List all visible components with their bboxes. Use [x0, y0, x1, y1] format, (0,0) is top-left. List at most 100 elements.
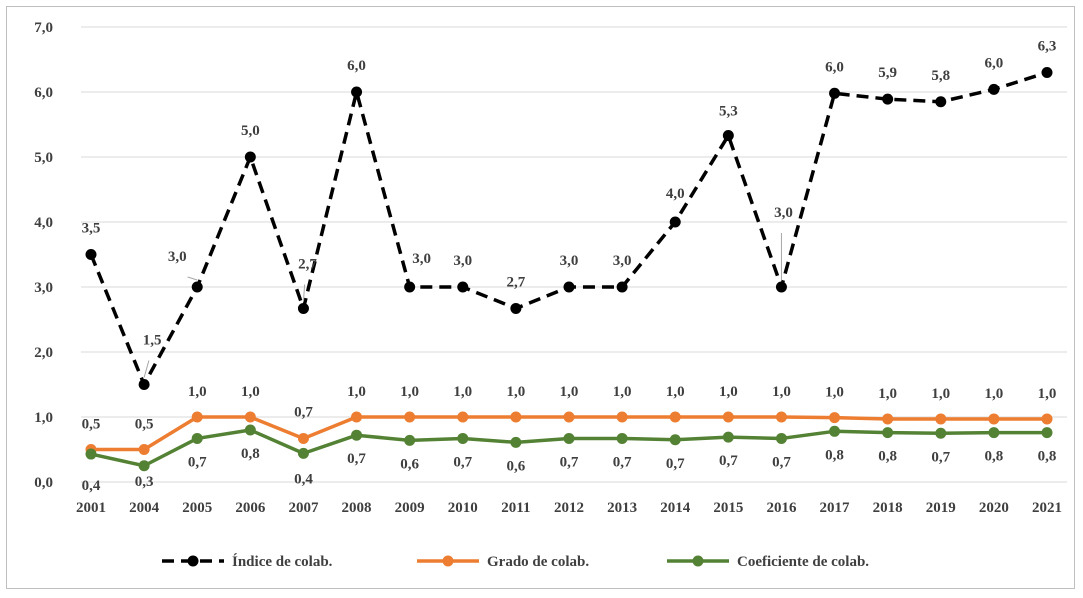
data-point [85, 249, 97, 260]
legend-swatch-marker [187, 555, 199, 567]
x-tick-label: 2020 [979, 500, 1009, 516]
data-label: 0,7 [294, 404, 313, 420]
y-tick-label: 5,0 [34, 150, 53, 166]
data-label: 1,0 [507, 384, 526, 400]
data-label: 0,7 [613, 454, 632, 470]
x-tick-label: 2011 [501, 500, 530, 516]
legend: Índice de colab. Grado de colab. Coeficien… [162, 553, 869, 570]
data-point [722, 431, 734, 443]
x-tick-label: 2014 [660, 500, 691, 516]
data-point [1041, 67, 1053, 78]
data-label: 3,0 [774, 205, 793, 221]
data-point [935, 96, 947, 108]
data-label: 3,5 [82, 221, 101, 237]
y-tick-label: 2,0 [34, 345, 53, 361]
y-tick-label: 3,0 [34, 280, 53, 296]
data-point [351, 86, 363, 98]
data-label: 3,0 [168, 249, 187, 265]
legend-label: Coeficiente de colab. [737, 554, 869, 570]
data-point [244, 411, 256, 423]
data-label: 3,0 [412, 251, 431, 267]
data-point [829, 87, 841, 99]
chart-frame: 0,0 1,0 2,0 3,0 4,0 5,0 6,0 7,0 2001 2004 2005 200… [6, 6, 1075, 589]
data-label: 0,4 [82, 478, 101, 494]
data-point [457, 432, 469, 444]
data-label: 0,4 [294, 471, 313, 487]
data-label: 1,0 [1038, 386, 1057, 402]
data-label: 0,8 [878, 449, 897, 465]
data-labels: 3,5 1,5 3,0 5,0 2,7 6,0 3,0 3,0 2,7 3,0 3,0 4,0 5,3 3… [82, 39, 1057, 495]
data-point [244, 424, 256, 436]
data-point [457, 411, 469, 423]
data-label: 0,3 [135, 474, 154, 490]
data-point [669, 434, 681, 446]
label-leader-line [143, 360, 150, 378]
data-label: 0,8 [1038, 449, 1057, 465]
y-axis-ticks: 0,0 1,0 2,0 3,0 4,0 5,0 6,0 7,0 [34, 20, 53, 491]
x-tick-label: 2021 [1032, 500, 1062, 516]
data-label: 6,3 [1038, 39, 1057, 55]
data-point [404, 434, 416, 446]
x-axis-ticks: 2001 2004 2005 2006 2007 2008 2009 2010 2011 2012… [76, 500, 1062, 516]
data-label: 3,0 [560, 253, 579, 269]
data-point [191, 432, 203, 444]
data-point [297, 302, 309, 314]
data-point [616, 411, 628, 423]
y-tick-label: 1,0 [34, 410, 53, 426]
legend-swatch-marker [692, 555, 704, 567]
data-label: 0,7 [719, 453, 738, 469]
data-point [563, 432, 575, 444]
x-tick-label: 2005 [182, 500, 212, 516]
data-point [882, 427, 894, 439]
data-point [988, 427, 1000, 439]
data-label: 5,9 [878, 65, 897, 81]
data-label: 1,0 [613, 384, 632, 400]
data-point [829, 412, 841, 424]
data-label: 5,0 [241, 123, 260, 139]
y-tick-label: 4,0 [34, 215, 53, 231]
data-label: 3,0 [453, 253, 472, 269]
x-tick-label: 2006 [235, 500, 266, 516]
data-label: 1,0 [878, 386, 897, 402]
data-point [935, 427, 947, 439]
x-tick-label: 2001 [76, 500, 106, 516]
data-label: 0,7 [347, 451, 366, 467]
x-tick-label: 2015 [713, 500, 743, 516]
data-point [404, 411, 416, 423]
data-point [882, 93, 894, 105]
data-point [616, 432, 628, 444]
data-point [829, 425, 841, 437]
data-label: 5,3 [719, 104, 738, 120]
data-point [191, 281, 203, 293]
data-label: 0,8 [985, 449, 1004, 465]
data-point [244, 151, 256, 163]
data-label: 0,6 [507, 458, 526, 474]
y-tick-label: 7,0 [34, 20, 53, 36]
data-point [510, 302, 522, 314]
data-point [510, 436, 522, 448]
data-point [297, 447, 309, 459]
data-point [722, 411, 734, 423]
x-tick-label: 2012 [554, 500, 584, 516]
data-label: 2,7 [507, 274, 526, 290]
data-label: 2,7 [298, 256, 317, 272]
data-label: 0,6 [400, 456, 419, 472]
data-point [1041, 413, 1053, 425]
data-label: 1,0 [985, 386, 1004, 402]
y-tick-label: 0,0 [34, 475, 53, 491]
data-label: 0,7 [772, 454, 791, 470]
data-point [988, 413, 1000, 425]
data-point [775, 411, 787, 423]
data-point [935, 413, 947, 425]
data-point [510, 411, 522, 423]
data-point [775, 281, 787, 293]
data-label: 1,0 [772, 384, 791, 400]
data-point [138, 379, 150, 390]
data-point [457, 281, 469, 293]
data-point [563, 281, 575, 293]
data-label: 0,5 [135, 417, 154, 433]
data-label: 1,5 [143, 333, 162, 349]
data-point [669, 216, 681, 228]
label-leader-line [302, 284, 306, 302]
data-label: 1,0 [931, 386, 950, 402]
